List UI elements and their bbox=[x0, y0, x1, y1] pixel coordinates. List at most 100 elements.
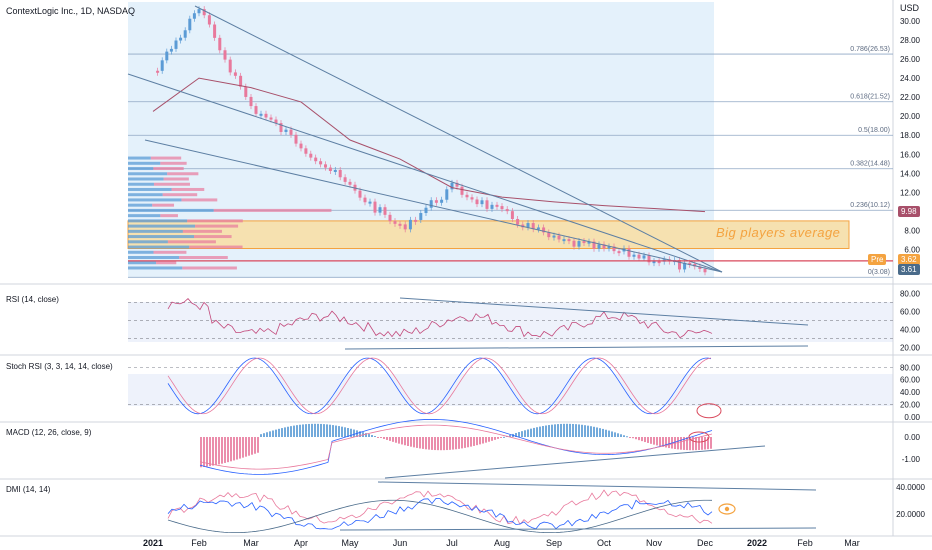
macd-histogram-bar bbox=[314, 423, 316, 437]
x-axis-tick: Dec bbox=[697, 538, 714, 548]
macd-histogram-bar bbox=[419, 437, 421, 449]
candle-body bbox=[388, 214, 392, 222]
macd-histogram-bar bbox=[425, 437, 427, 450]
macd-histogram-bar bbox=[392, 437, 394, 442]
macd-histogram-bar bbox=[488, 437, 490, 442]
price-axis-tick: 12.00 bbox=[900, 188, 921, 197]
stoch-band bbox=[128, 374, 893, 406]
macd-histogram-bar bbox=[485, 437, 487, 443]
macd-histogram-bar bbox=[221, 437, 223, 464]
macd-histogram-bar bbox=[443, 437, 445, 451]
macd-axis-tick: 0.00 bbox=[904, 433, 920, 442]
macd-histogram-bar bbox=[254, 437, 256, 454]
macd-histogram-bar bbox=[404, 437, 406, 446]
x-axis-tick: Sep bbox=[546, 538, 562, 548]
macd-histogram-bar bbox=[410, 437, 412, 447]
dmi-plus-line bbox=[167, 489, 713, 526]
candle-body bbox=[358, 190, 362, 198]
macd-histogram-bar bbox=[437, 437, 439, 451]
macd-histogram-bar bbox=[476, 437, 478, 446]
x-axis-tick: Apr bbox=[294, 538, 308, 548]
macd-histogram-bar bbox=[611, 431, 613, 437]
candle-body bbox=[207, 15, 211, 25]
candle-body bbox=[408, 219, 412, 230]
candle-body bbox=[333, 169, 337, 172]
macd-histogram-bar bbox=[632, 437, 634, 439]
volume-profile-bar bbox=[128, 182, 154, 186]
x-axis-tick: 2022 bbox=[747, 538, 767, 548]
macd-histogram-bar bbox=[482, 437, 484, 444]
macd-histogram-bar bbox=[368, 434, 370, 437]
candle-body bbox=[475, 199, 479, 205]
macd-histogram-bar bbox=[323, 424, 325, 437]
macd-histogram-bar bbox=[395, 437, 397, 443]
stoch-d-line bbox=[167, 357, 712, 415]
volume-profile-bar bbox=[153, 167, 184, 171]
candle-body bbox=[617, 251, 621, 254]
volume-profile-bar bbox=[128, 177, 164, 181]
candle-body bbox=[160, 60, 164, 71]
macd-histogram-bar bbox=[500, 437, 502, 438]
candle-body bbox=[274, 119, 278, 124]
stoch-axis-tick: 40.00 bbox=[900, 388, 921, 397]
macd-histogram-bar bbox=[689, 437, 691, 451]
dmi-axis-tick: 40.0000 bbox=[896, 483, 925, 492]
x-axis-tick: Mar bbox=[243, 538, 259, 548]
volume-profile-bar bbox=[128, 161, 161, 165]
volume-profile-bar bbox=[128, 219, 188, 223]
macd-histogram-bar bbox=[473, 437, 475, 446]
rsi-axis-tick: 80.00 bbox=[900, 290, 921, 299]
macd-histogram-bar bbox=[389, 437, 391, 441]
macd-histogram-bar bbox=[257, 437, 259, 453]
macd-histogram-bar bbox=[224, 437, 226, 463]
candle-body bbox=[289, 129, 293, 135]
macd-histogram-bar bbox=[275, 429, 277, 437]
macd-histogram-bar bbox=[380, 437, 382, 438]
candle-body bbox=[304, 148, 308, 154]
premarket-label-badge: Pre bbox=[868, 254, 887, 265]
candle-body bbox=[324, 164, 327, 168]
macd-histogram-bar bbox=[665, 437, 667, 448]
rsi-axis-tick: 40.00 bbox=[900, 326, 921, 335]
candle-body bbox=[627, 248, 631, 257]
candle-body bbox=[363, 197, 367, 203]
trendline-upper bbox=[194, 5, 723, 273]
macd-histogram-bar bbox=[269, 431, 271, 437]
macd-histogram-bar bbox=[416, 437, 418, 448]
macd-histogram-bar bbox=[212, 437, 214, 466]
candle-body bbox=[531, 223, 535, 230]
x-axis-tick: Feb bbox=[797, 538, 813, 548]
candle-body bbox=[343, 177, 347, 182]
candle-body bbox=[683, 262, 687, 270]
price-axis-tick: 28.00 bbox=[900, 36, 921, 45]
candle-body bbox=[592, 241, 596, 249]
macd-histogram-bar bbox=[557, 424, 559, 437]
candle-body bbox=[490, 204, 494, 209]
macd-histogram-bar bbox=[479, 437, 481, 445]
macd-histogram-bar bbox=[656, 437, 658, 446]
macd-pane-label: MACD (12, 26, close, 9) bbox=[6, 428, 92, 437]
candle-body bbox=[577, 241, 581, 247]
macd-histogram-bar bbox=[590, 426, 592, 437]
macd-histogram-bar bbox=[635, 437, 637, 440]
macd-histogram-bar bbox=[578, 424, 580, 437]
macd-histogram-bar bbox=[515, 432, 517, 437]
macd-histogram-bar bbox=[260, 434, 262, 437]
macd-histogram-bar bbox=[311, 423, 313, 437]
macd-histogram-bar bbox=[695, 437, 697, 451]
candle-body bbox=[470, 197, 474, 200]
x-axis-tick: Nov bbox=[646, 538, 663, 548]
candle-body bbox=[299, 143, 303, 149]
candle-body bbox=[383, 207, 387, 215]
macd-histogram-bar bbox=[203, 437, 205, 467]
candle-body bbox=[393, 221, 397, 224]
candle-body bbox=[228, 59, 232, 73]
candle-body bbox=[218, 37, 222, 51]
candle-body bbox=[495, 204, 499, 207]
volume-profile-bar bbox=[195, 224, 239, 228]
candle-body bbox=[429, 200, 433, 208]
macd-histogram-bar bbox=[491, 437, 493, 441]
candle-body bbox=[440, 199, 444, 203]
macd-histogram-bar bbox=[239, 437, 241, 459]
macd-histogram-bar bbox=[272, 430, 274, 437]
